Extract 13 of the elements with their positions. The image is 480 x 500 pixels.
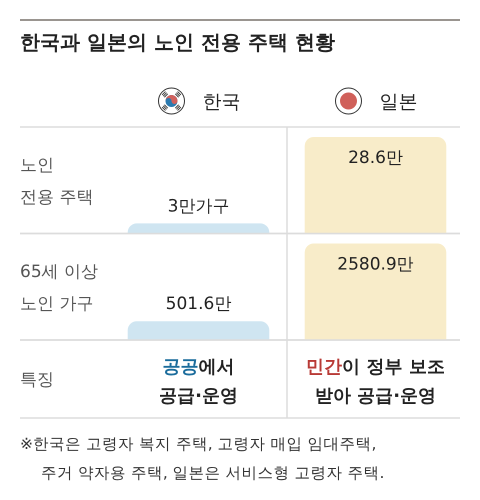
y-axis-title: 노인 전용 주택 (20, 155, 94, 208)
x-tick-label: 한국 (202, 91, 240, 113)
data-label: 28.6만 (348, 148, 403, 168)
x-tick-label: 일본 (380, 91, 418, 113)
chart-title: 한국과 일본의 노인 전용 주택 현황 (20, 30, 335, 54)
text: 특징 (20, 370, 54, 390)
y-axis-title: 65세 이상 노인 가구 (20, 262, 98, 314)
text: 공공에서 공급·운영 (159, 356, 238, 406)
text: ※한국은 고령자 복지 주택, 고령자 매입 임대주택, 주거 약자용 주택, 일본은 서비스형 고령자 주택. (20, 435, 384, 482)
data-label: 2580.9만 (337, 254, 414, 274)
text: 민간이 정부 보조 받아 공급·운영 (306, 356, 445, 406)
data-label: 3만가구 (168, 196, 230, 216)
data-label: 501.6만 (166, 294, 232, 314)
